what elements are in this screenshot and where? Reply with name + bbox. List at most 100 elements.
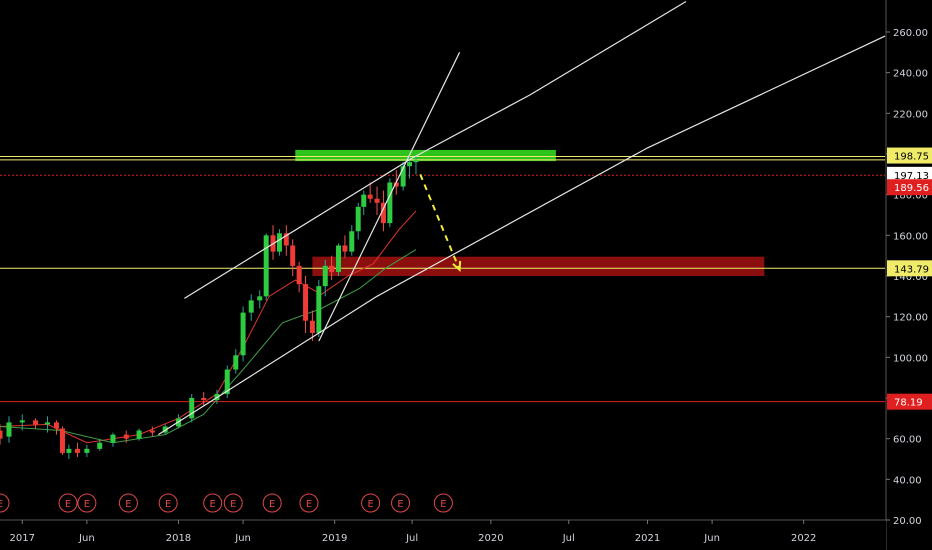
candle: [201, 391, 207, 407]
earnings-marker-label: E: [440, 499, 446, 510]
price-badge: 189.56: [887, 179, 932, 196]
earnings-marker-label: E: [269, 499, 275, 510]
earnings-marker-label: E: [397, 499, 403, 510]
candle: [361, 190, 367, 215]
earnings-marker-circle: [118, 493, 138, 513]
candle-body: [0, 430, 3, 439]
candle-body: [123, 434, 129, 439]
candle-body: [322, 265, 328, 287]
candle-body: [53, 422, 59, 429]
price-tick-label: 220.00: [893, 109, 928, 120]
earnings-marker-circle: [223, 493, 243, 513]
earnings-marker[interactable]: E: [391, 493, 411, 513]
price-badge: 143.79: [887, 260, 932, 277]
candle: [413, 156, 419, 175]
price-tick-label: 60.00: [893, 435, 922, 446]
price-tick-label: 120.00: [893, 313, 928, 324]
price-badge-background: [887, 166, 932, 183]
candle: [149, 426, 155, 437]
candle-body: [387, 182, 393, 224]
earnings-marker[interactable]: E: [118, 493, 138, 513]
target-zone-green: [295, 149, 556, 162]
candle-body: [407, 162, 413, 167]
candle: [45, 416, 51, 433]
price-badge-background: [887, 260, 932, 277]
earnings-marker[interactable]: E: [203, 493, 223, 513]
candle: [33, 418, 39, 429]
candle-body: [19, 420, 25, 423]
earnings-marker-circle: [58, 493, 78, 513]
earnings-marker-circle: [77, 493, 97, 513]
candle-body: [248, 300, 254, 313]
candle: [110, 432, 116, 447]
candle: [309, 310, 315, 342]
trend-line-layer: [157, 0, 886, 436]
earnings-marker-circle: [299, 493, 319, 513]
price-tick-label: 180.00: [893, 191, 928, 202]
price-tick-label: 100.00: [893, 353, 928, 364]
candle-body: [361, 194, 367, 207]
support-zone-red: [312, 256, 765, 276]
candle: [97, 438, 103, 451]
candle-body: [400, 166, 406, 187]
candle: [342, 235, 348, 258]
price-badge: 197.13: [887, 166, 932, 183]
earnings-marker-circle: [433, 493, 453, 513]
candle: [329, 255, 335, 281]
price-badge-label: 189.56: [894, 183, 929, 194]
earnings-marker-label: E: [367, 499, 373, 510]
candle-body: [355, 206, 361, 232]
candle: [224, 365, 230, 398]
moving-average-layer: [0, 210, 417, 444]
time-tick-label: Jul: [562, 533, 575, 544]
candle: [0, 424, 3, 445]
candle-body: [257, 296, 263, 301]
candle-body: [136, 430, 142, 439]
candle-body: [393, 182, 399, 187]
price-tick-label: 40.00: [893, 475, 922, 486]
candle: [322, 259, 328, 297]
earnings-marker[interactable]: E: [361, 493, 381, 513]
candle-body: [6, 422, 12, 437]
earnings-marker[interactable]: E: [223, 493, 243, 513]
candle-body: [224, 369, 230, 394]
price-badge: 78.19: [887, 393, 932, 410]
earnings-marker[interactable]: E: [0, 493, 10, 513]
candle: [240, 306, 246, 362]
candle: [316, 280, 322, 337]
candle-body: [309, 320, 315, 333]
candle-body: [201, 398, 207, 401]
earnings-marker[interactable]: E: [433, 493, 453, 513]
price-tick-label: 20.00: [893, 516, 922, 527]
candle-body: [66, 448, 72, 453]
candle: [283, 225, 289, 256]
time-tick-label: 2019: [322, 533, 347, 544]
time-tick-label: Jun: [234, 533, 251, 544]
moving-average-fast: [0, 210, 417, 444]
earnings-marker[interactable]: E: [262, 493, 282, 513]
candle-body: [303, 284, 309, 321]
earnings-marker[interactable]: E: [77, 493, 97, 513]
earnings-marker-row[interactable]: EEEEEEEEEEEE: [0, 493, 453, 513]
price-badge-label: 198.75: [894, 152, 929, 163]
candle: [74, 442, 80, 457]
price-badge-label: 143.79: [894, 264, 929, 275]
time-tick-label: Jun: [78, 533, 95, 544]
candle-body: [342, 245, 348, 252]
candle: [290, 239, 296, 276]
candle: [123, 430, 129, 443]
time-axis[interactable]: 2017 Jun 2018 Jun 2019 Jul 2020 Jul 2021 Jun 2022: [0, 519, 886, 550]
candle-body: [349, 231, 355, 252]
candle: [296, 261, 302, 293]
earnings-marker[interactable]: E: [58, 493, 78, 513]
earnings-marker-label: E: [65, 499, 71, 510]
candle: [349, 225, 355, 256]
candle-body: [189, 398, 195, 419]
earnings-marker[interactable]: E: [299, 493, 319, 513]
candlestick-layer: [0, 156, 419, 459]
earnings-marker[interactable]: E: [158, 493, 178, 513]
earnings-marker-label: E: [306, 499, 312, 510]
candle: [66, 444, 72, 459]
candle: [263, 233, 269, 301]
